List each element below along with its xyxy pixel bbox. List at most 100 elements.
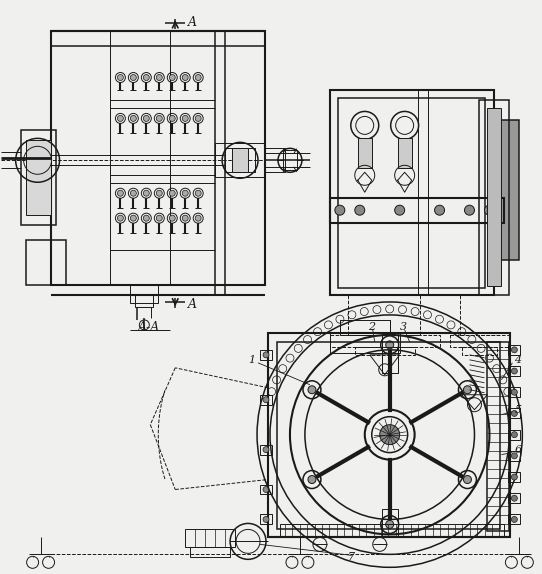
Bar <box>360 138 370 168</box>
Circle shape <box>195 115 201 122</box>
Circle shape <box>435 205 444 215</box>
Bar <box>280 525 505 537</box>
Circle shape <box>156 215 162 221</box>
Circle shape <box>195 75 201 80</box>
Bar <box>398 138 411 168</box>
Circle shape <box>512 368 518 374</box>
Circle shape <box>512 517 518 522</box>
Bar <box>508 430 520 440</box>
Circle shape <box>195 215 201 221</box>
Circle shape <box>263 397 269 403</box>
Circle shape <box>263 517 269 522</box>
Bar <box>382 510 398 537</box>
Bar <box>338 99 486 288</box>
Text: A-A: A-A <box>138 321 160 335</box>
Circle shape <box>118 215 124 221</box>
Bar <box>399 138 410 168</box>
Circle shape <box>182 115 188 122</box>
Bar <box>508 493 520 503</box>
Bar <box>260 484 272 494</box>
Text: A: A <box>188 298 197 312</box>
Bar <box>185 529 235 548</box>
Circle shape <box>386 521 393 529</box>
Circle shape <box>308 386 316 394</box>
Circle shape <box>182 190 188 196</box>
Bar <box>358 138 372 168</box>
Circle shape <box>395 205 405 215</box>
Text: 4: 4 <box>514 355 521 365</box>
Bar <box>487 342 509 532</box>
Bar <box>265 148 285 172</box>
Circle shape <box>131 75 137 80</box>
Circle shape <box>195 190 201 196</box>
Bar <box>260 350 272 360</box>
Circle shape <box>485 205 494 215</box>
Bar <box>508 451 520 461</box>
Circle shape <box>335 205 345 215</box>
Bar <box>330 333 399 353</box>
Bar <box>131 285 158 303</box>
Circle shape <box>380 425 399 445</box>
Circle shape <box>143 215 149 221</box>
Bar <box>25 240 66 285</box>
Bar <box>268 333 511 537</box>
Bar <box>461 347 498 355</box>
Text: 6: 6 <box>514 445 521 455</box>
Bar <box>355 347 415 355</box>
Bar <box>508 409 520 418</box>
Circle shape <box>143 75 149 80</box>
Bar <box>21 130 55 225</box>
Circle shape <box>512 432 518 437</box>
Circle shape <box>386 341 393 349</box>
Bar <box>283 150 297 170</box>
Circle shape <box>156 115 162 122</box>
Bar <box>215 144 265 177</box>
Text: 5: 5 <box>514 405 521 414</box>
Circle shape <box>512 453 518 459</box>
Bar <box>277 342 500 529</box>
Bar <box>508 472 520 482</box>
Bar <box>449 335 509 347</box>
Circle shape <box>263 487 269 492</box>
Circle shape <box>263 447 269 452</box>
Circle shape <box>131 190 137 196</box>
Bar <box>508 387 520 397</box>
Bar <box>260 514 272 525</box>
Circle shape <box>169 115 175 122</box>
Circle shape <box>169 215 175 221</box>
Circle shape <box>463 475 472 483</box>
Bar <box>382 333 398 373</box>
Bar <box>508 366 520 376</box>
Circle shape <box>118 115 124 122</box>
Circle shape <box>463 386 472 394</box>
Bar <box>330 335 440 347</box>
Text: 2: 2 <box>368 322 375 332</box>
Bar <box>225 148 255 172</box>
Circle shape <box>156 75 162 80</box>
Text: A: A <box>188 16 197 29</box>
Circle shape <box>263 352 269 358</box>
Bar <box>50 30 265 285</box>
Circle shape <box>143 115 149 122</box>
Circle shape <box>308 475 316 483</box>
Bar <box>489 121 519 260</box>
Bar <box>136 295 153 307</box>
Circle shape <box>512 347 518 353</box>
Text: 1: 1 <box>248 355 255 365</box>
Circle shape <box>512 410 518 416</box>
Bar <box>508 345 520 355</box>
Circle shape <box>169 75 175 80</box>
Circle shape <box>131 115 137 122</box>
Circle shape <box>131 215 137 221</box>
Bar <box>330 198 505 223</box>
Bar <box>190 548 230 557</box>
Circle shape <box>169 190 175 196</box>
Bar <box>260 445 272 455</box>
Circle shape <box>118 190 124 196</box>
Circle shape <box>512 495 518 501</box>
Bar <box>480 100 509 295</box>
Circle shape <box>118 75 124 80</box>
Circle shape <box>355 205 365 215</box>
Bar <box>340 320 390 335</box>
Circle shape <box>156 190 162 196</box>
